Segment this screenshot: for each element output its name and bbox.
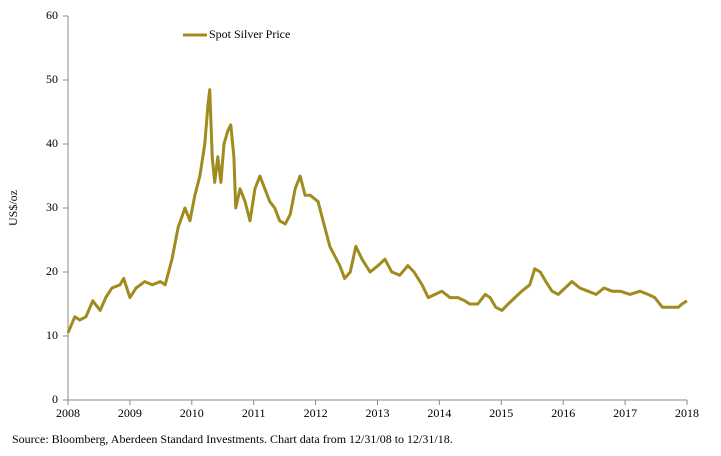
x-tick-label: 2008 bbox=[56, 406, 80, 420]
y-tick-label: 30 bbox=[46, 200, 58, 214]
x-tick-label: 2012 bbox=[304, 406, 328, 420]
series-line bbox=[66, 88, 688, 334]
x-tick-label: 2014 bbox=[427, 406, 451, 420]
y-tick-label: 40 bbox=[46, 136, 58, 150]
y-tick-label: 20 bbox=[46, 264, 58, 278]
source-note: Source: Bloomberg, Aberdeen Standard Inv… bbox=[12, 432, 453, 446]
x-tick-label: 2016 bbox=[551, 406, 575, 420]
x-tick-label: 2017 bbox=[613, 406, 637, 420]
x-tick-label: 2015 bbox=[489, 406, 513, 420]
x-tick-label: 2011 bbox=[242, 406, 266, 420]
x-tick-label: 2018 bbox=[675, 406, 699, 420]
legend-label: Spot Silver Price bbox=[209, 27, 290, 41]
x-tick-label: 2013 bbox=[366, 406, 390, 420]
x-tick-label: 2009 bbox=[118, 406, 142, 420]
x-tick-label: 2010 bbox=[180, 406, 204, 420]
y-axis-label: US$/oz bbox=[6, 190, 20, 226]
y-tick-label: 60 bbox=[46, 8, 58, 22]
y-tick-label: 10 bbox=[46, 328, 58, 342]
y-tick-label: 50 bbox=[46, 72, 58, 86]
y-tick-label: 0 bbox=[52, 392, 58, 406]
